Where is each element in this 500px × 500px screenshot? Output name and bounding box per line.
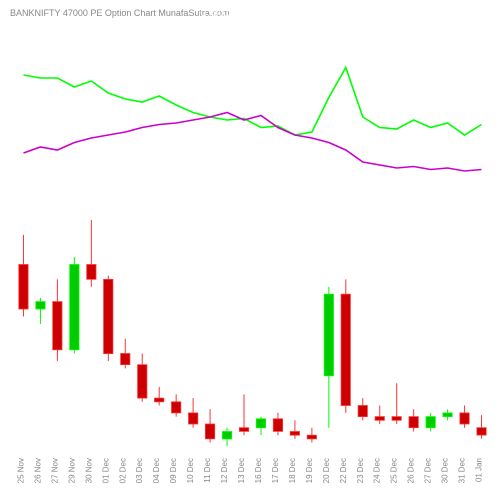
candle-body [239,428,248,432]
candle-body [155,398,164,402]
candle-body [409,417,418,428]
x-axis-label: 13 Dec [237,458,246,483]
x-axis-label: 09 Dec [169,458,178,483]
candle-body [307,435,316,439]
candle-body [172,402,181,413]
x-axis-label: 01 Dec [101,458,110,483]
x-axis-label: 31 Dec [458,458,467,483]
x-axis-label: 04 Dec [152,458,161,483]
x-axis-label: 22 Dec [339,458,348,483]
x-axis-label: 30 Nov [84,458,93,483]
x-axis-label: 19 Dec [305,458,314,483]
x-axis-label: 26 Dec [407,458,416,483]
indicator-line-1 [24,68,482,136]
x-axis-label: 23 Dec [356,458,365,483]
x-axis-label: 20 Dec [322,458,331,483]
ohlc-low: L: 45.40 [300,22,336,33]
candle-body [87,265,96,280]
candle-body [222,432,231,439]
x-axis-label: 29 Nov [67,458,76,483]
ohlc-high: H: 77.35 [300,8,338,19]
x-axis-label: 12 Dec [220,458,229,483]
x-axis-label: 24 Dec [373,458,382,483]
candle-body [341,294,350,405]
candle-body [53,302,62,350]
ohlc-open: O: 60.45 [200,22,238,33]
x-axis-label: 10 Dec [186,458,195,483]
candle-body [36,302,45,309]
chart-title: BANKNIFTY 47000 PE Option Chart MunafaSu… [10,8,229,18]
x-axis-label: 18 Dec [288,458,297,483]
candle-body [426,417,435,428]
x-axis-label: 16 Dec [254,458,263,483]
chart-container: BANKNIFTY 47000 PE Option Chart MunafaSu… [0,0,500,500]
candle-body [189,413,198,424]
candle-body [70,265,79,350]
x-axis-label: 25 Dec [390,458,399,483]
candle-body [138,365,147,398]
candle-body [273,419,282,432]
x-axis-label: 11 Dec [203,458,212,483]
candle-body [477,428,486,435]
candle-body [375,417,384,421]
candle-body [205,424,214,439]
x-axis-label: 03 Dec [135,458,144,483]
x-axis-label: 01 Jan [475,458,484,482]
candle-body [358,406,367,417]
candle-body [290,432,299,436]
candle-body [392,417,401,421]
candle-body [256,419,265,428]
x-axis-label: 27 Dec [424,458,433,483]
ohlc-close: C: 50.00 [200,8,238,19]
candle-body [121,354,130,365]
x-axis-label: 25 Nov [16,458,25,483]
candle-body [19,265,28,310]
candle-body [324,294,333,376]
candle-body [104,279,113,353]
x-axis-label: 02 Dec [118,458,127,483]
candle-body [460,413,469,424]
x-axis-label: 17 Dec [271,458,280,483]
candle-body [443,413,452,417]
x-axis-label: 27 Nov [50,458,59,483]
x-axis-label: 26 Nov [33,458,42,483]
x-axis-label: 30 Dec [441,458,450,483]
chart-svg: 25 Nov 26 Nov 27 Nov 29 Nov 30 Nov 01 Dec 02 D… [0,0,500,500]
